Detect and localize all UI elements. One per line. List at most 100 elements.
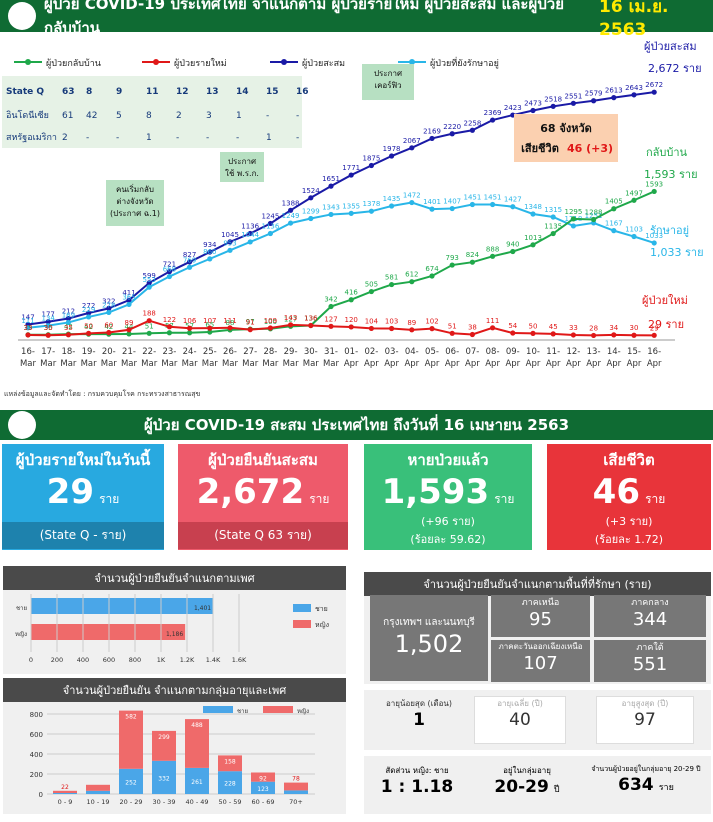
data-point [106, 329, 112, 336]
data-label: 102 [425, 318, 438, 326]
data-label: 1295 [564, 208, 582, 216]
table-header-cell: 14 [236, 87, 249, 97]
bar-label: 158 [224, 758, 236, 765]
data-label: 60 [104, 321, 113, 329]
data-point [126, 301, 132, 308]
data-label: 122 [163, 316, 176, 324]
age-min: อายุน้อยสุด (เดือน) 1 [372, 697, 466, 730]
data-label: 104 [365, 317, 379, 325]
agegroup-block: อยู่ในกลุ่มอายุ 20-29 ปี [472, 764, 582, 797]
data-point [348, 210, 354, 216]
emergency-callout-text: ใช้ พ.ร.ก. [225, 169, 259, 178]
x-tick-label: 18- [61, 347, 75, 357]
legend-marker [153, 59, 159, 65]
data-point [611, 206, 617, 212]
y-tick-label: 200 [30, 771, 43, 779]
table-cell: อินโดนีเซีย [6, 110, 49, 121]
age-min-label: อายุน้อยสุด (เดือน) [385, 699, 452, 708]
end-label: ผู้ป่วยใหม่ [642, 294, 688, 307]
bar-label: 1,401 [194, 605, 211, 612]
table-cell: - [296, 133, 299, 143]
x-tick-label: 02- [364, 347, 378, 357]
x-tick-label: 31- [324, 347, 338, 357]
data-point [126, 331, 132, 337]
bar-male [185, 767, 209, 794]
agegroup-value: 20-29 [494, 777, 549, 797]
end-label: ผู้ป่วยสะสม [644, 40, 697, 53]
x-tick-label: Mar [262, 359, 279, 369]
region-central-label: ภาคกลาง [631, 598, 669, 608]
x-tick-label: Mar [20, 359, 37, 369]
region-central-value: 344 [632, 609, 668, 630]
data-point [631, 233, 637, 240]
end-label: 29 ราย [648, 318, 684, 331]
card-label: ผู้ป่วยยืนยันสะสม [208, 451, 318, 469]
data-point [166, 324, 172, 330]
x-tick-label: 20- [102, 347, 116, 357]
data-label: 940 [506, 241, 519, 249]
data-label: 35 [44, 324, 53, 332]
ratio-panel [364, 756, 711, 814]
x-tick-label: Mar [283, 359, 300, 369]
x-tick-label: 11- [546, 347, 560, 357]
data-label: 1875 [362, 155, 380, 163]
bar-female [251, 772, 275, 782]
data-point [25, 332, 31, 338]
data-label: 824 [466, 251, 480, 259]
data-label: 1451 [484, 194, 502, 202]
table-cell: 3 [206, 111, 212, 121]
table-cell: - [266, 111, 269, 121]
end-label: 1,593 ราย [644, 168, 698, 181]
data-point [227, 325, 233, 331]
x-tick-label: Mar [182, 359, 199, 369]
data-label: 272 [82, 302, 95, 310]
data-point [187, 330, 193, 336]
age-max: อายุสูงสุด (ปี) 97 [596, 696, 694, 744]
data-label: 2258 [463, 119, 481, 127]
x-tick-label: 0 - 9 [58, 798, 73, 806]
x-tick-label: 14- [607, 347, 621, 357]
age-max-label: อายุสูงสุด (ปี) [621, 699, 669, 708]
data-point [651, 89, 657, 95]
x-tick-label: Mar [60, 359, 77, 369]
summary-title: ผู้ป่วย COVID-19 สะสม ประเทศไทย ถึงวันที… [143, 416, 570, 434]
data-label: 1136 [241, 222, 259, 230]
data-label: 2518 [544, 95, 562, 103]
data-point [469, 201, 475, 208]
bar-female [53, 790, 77, 793]
x-tick-label: 200 [51, 656, 63, 664]
x-tick-label: Mar [141, 359, 158, 369]
data-label: 177 [42, 311, 55, 319]
data-label: 45 [549, 323, 558, 331]
x-tick-label: 24- [183, 347, 197, 357]
bar-label: 1,186 [166, 631, 183, 638]
bar-label: 488 [191, 722, 203, 729]
data-label: 1343 [322, 203, 340, 211]
gender-chart-title: จำนวนผู้ป่วยยืนยันจำแนกตามเพศ [3, 566, 346, 590]
card-label: เสียชีวิต [603, 451, 655, 469]
data-point [570, 223, 577, 229]
card-value: 2,672 [196, 472, 305, 512]
data-point [348, 297, 354, 303]
data-point [631, 332, 637, 338]
data-label: 2473 [524, 99, 542, 107]
data-label: 1103 [625, 226, 643, 234]
data-label: 1136 [261, 222, 279, 230]
data-label: 136 [304, 314, 318, 322]
data-label: 769 [183, 256, 196, 264]
data-label: 1771 [342, 164, 360, 172]
legend-swatch [293, 620, 311, 628]
data-label: 35 [64, 324, 73, 332]
data-label: 51 [145, 322, 154, 330]
data-label: 2169 [423, 127, 441, 135]
data-label: 505 [365, 281, 378, 289]
card-deaths: เสียชีวิต 46 ราย (+3 ราย) (ร้อยละ 1.72) [547, 444, 711, 550]
data-point [550, 331, 556, 337]
data-label: 553 [143, 276, 156, 284]
data-point [611, 332, 617, 338]
table-cell: - [116, 133, 119, 143]
data-point [530, 242, 536, 248]
age-chart-title: จำนวนผู้ป่วยยืนยัน จำแนกตามกลุ่มอายุและเ… [3, 678, 346, 702]
card-sub: (State Q 63 ราย) [178, 522, 348, 549]
data-label: 1045 [221, 231, 239, 239]
